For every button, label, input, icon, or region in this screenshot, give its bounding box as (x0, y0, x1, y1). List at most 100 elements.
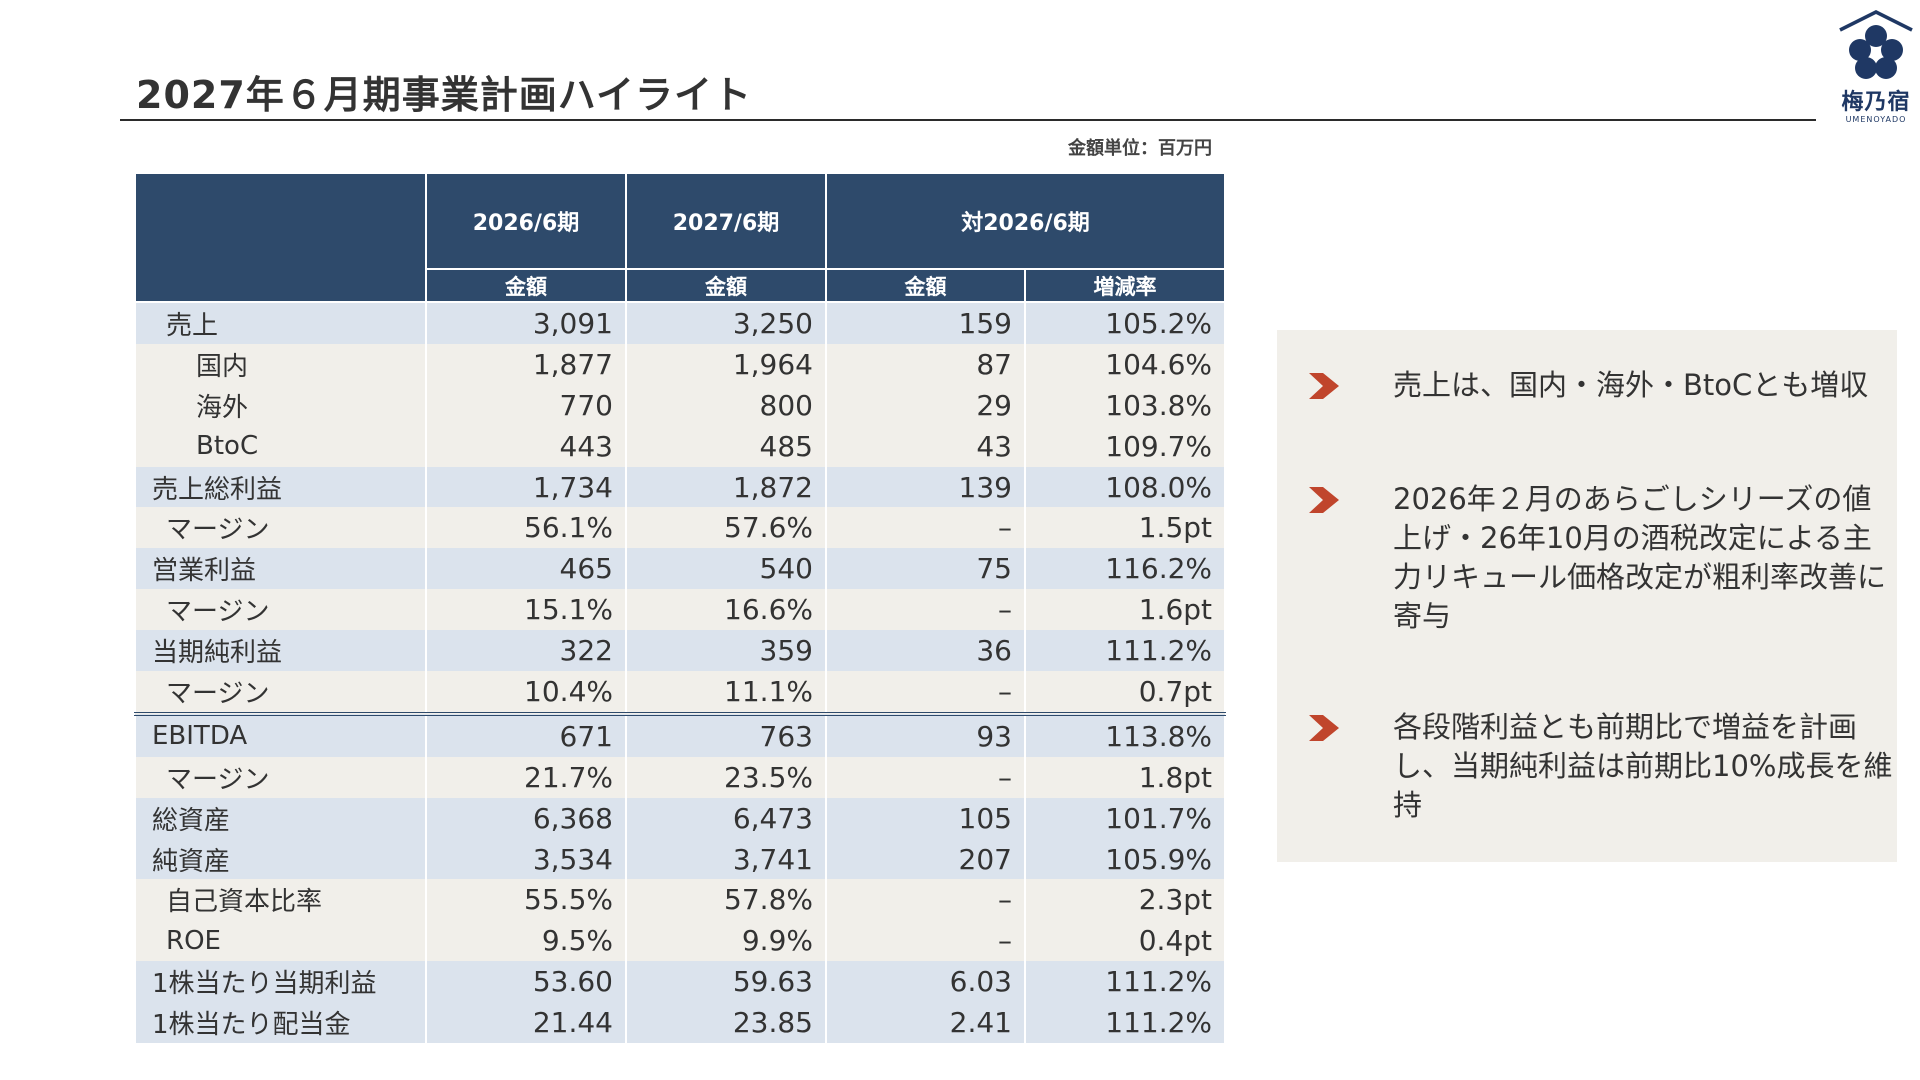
value-rate: 2.3pt (1023, 879, 1227, 921)
subheader-amount-diff: 金額 (825, 268, 1026, 303)
value-rate: 111.2% (1023, 1002, 1227, 1044)
table-row: ROE 9.5% 9.9% – 0.4pt (134, 920, 1227, 962)
row-label: EBITDA (134, 711, 427, 757)
highlight-text: 各段階利益とも前期比で増益を計画し、当期純利益は前期比10%成長を維持 (1393, 710, 1893, 822)
row-label: 総資産 (134, 797, 427, 839)
value-rate: 0.7pt (1023, 671, 1227, 714)
table-row: 海外 770 800 29 103.8% (134, 384, 1227, 426)
value-2027: 23.5% (625, 756, 827, 798)
value-rate: 105.9% (1023, 838, 1227, 880)
value-diff: – (825, 507, 1026, 549)
value-2026: 15.1% (425, 589, 627, 631)
table-row: 総資産 6,368 6,473 105 101.7% (134, 797, 1227, 839)
value-2027: 800 (625, 384, 827, 426)
value-diff: – (825, 879, 1026, 921)
value-2026: 322 (425, 630, 627, 672)
value-2026: 10.4% (425, 671, 627, 714)
value-2027: 11.1% (625, 671, 827, 714)
value-2026: 465 (425, 548, 627, 590)
row-label: 1株当たり配当金 (134, 1002, 427, 1044)
value-2027: 1,964 (625, 343, 827, 385)
table-row: EBITDA 671 763 93 113.8% (134, 711, 1227, 757)
table-row: 売上総利益 1,734 1,872 139 108.0% (134, 466, 1227, 508)
value-2026: 53.60 (425, 961, 627, 1003)
header-vs-fy2026: 対2026/6期 (824, 172, 1227, 270)
value-2027: 359 (625, 630, 827, 672)
highlight-text: 2026年２月のあらごしシリーズの値上げ・26年10月の酒税改定による主力リキュ… (1393, 482, 1887, 633)
value-diff: 29 (825, 384, 1026, 426)
value-rate: 0.4pt (1023, 920, 1227, 962)
value-2026: 56.1% (425, 507, 627, 549)
subheader-amount-2026: 金額 (425, 268, 627, 303)
row-label: 自己資本比率 (134, 879, 427, 921)
value-2027: 1,872 (625, 466, 827, 508)
subheader-change-rate: 増減率 (1023, 268, 1227, 303)
value-rate: 103.8% (1023, 384, 1227, 426)
value-diff: 43 (825, 425, 1026, 467)
logo-subtext: UMENOYADO (1845, 115, 1907, 124)
row-label: BtoC (134, 425, 427, 467)
table-row: 自己資本比率 55.5% 57.8% – 2.3pt (134, 879, 1227, 921)
value-rate: 1.5pt (1023, 507, 1227, 549)
table-row: マージン 10.4% 11.1% – 0.7pt (134, 671, 1227, 714)
value-diff: – (825, 920, 1026, 962)
value-2026: 9.5% (425, 920, 627, 962)
value-2026: 55.5% (425, 879, 627, 921)
value-rate: 111.2% (1023, 630, 1227, 672)
value-2026: 671 (425, 711, 627, 757)
value-2026: 3,091 (425, 302, 627, 344)
value-rate: 104.6% (1023, 343, 1227, 385)
value-2027: 23.85 (625, 1002, 827, 1044)
value-rate: 105.2% (1023, 302, 1227, 344)
financial-plan-table: 2026/6期 2027/6期 対2026/6期 金額 金額 金額 増減率 売上… (134, 172, 1227, 1044)
unit-note: 金額単位：百万円 (1068, 138, 1212, 159)
value-2027: 9.9% (625, 920, 827, 962)
title-divider (120, 119, 1816, 121)
value-2027: 57.6% (625, 507, 827, 549)
value-rate: 111.2% (1023, 961, 1227, 1003)
row-label: 純資産 (134, 838, 427, 880)
value-diff: 139 (825, 466, 1026, 508)
value-2026: 21.7% (425, 756, 627, 798)
row-label: 売上総利益 (134, 466, 427, 508)
value-2027: 6,473 (625, 797, 827, 839)
chevron-right-icon (1309, 715, 1339, 741)
row-label: マージン (134, 507, 427, 549)
chevron-right-icon (1309, 373, 1339, 399)
value-2026: 21.44 (425, 1002, 627, 1044)
logo-wordmark: 梅乃宿 (1841, 89, 1911, 115)
value-2027: 59.63 (625, 961, 827, 1003)
value-diff: – (825, 671, 1026, 714)
table-row: 国内 1,877 1,964 87 104.6% (134, 343, 1227, 385)
row-label: マージン (134, 589, 427, 631)
value-2027: 3,741 (625, 838, 827, 880)
value-2027: 16.6% (625, 589, 827, 631)
chevron-right-icon (1309, 487, 1339, 513)
header-fy2027: 2027/6期 (625, 172, 827, 270)
row-label: 売上 (134, 302, 427, 344)
value-rate: 116.2% (1023, 548, 1227, 590)
value-diff: 75 (825, 548, 1026, 590)
value-2026: 770 (425, 384, 627, 426)
row-label: ROE (134, 920, 427, 962)
table-row: 1株当たり配当金 21.44 23.85 2.41 111.2% (134, 1002, 1227, 1044)
value-diff: 6.03 (825, 961, 1026, 1003)
table-row: マージン 21.7% 23.5% – 1.8pt (134, 756, 1227, 798)
value-2026: 6,368 (425, 797, 627, 839)
value-2026: 1,734 (425, 466, 627, 508)
value-2026: 1,877 (425, 343, 627, 385)
plum-blossom-logo-icon (1839, 10, 1913, 79)
value-2026: 3,534 (425, 838, 627, 880)
table-row: 1株当たり当期利益 53.60 59.63 6.03 111.2% (134, 961, 1227, 1003)
value-2027: 485 (625, 425, 827, 467)
header-fy2026: 2026/6期 (425, 172, 627, 270)
value-rate: 1.6pt (1023, 589, 1227, 631)
row-label: 国内 (134, 343, 427, 385)
value-rate: 109.7% (1023, 425, 1227, 467)
row-label: 営業利益 (134, 548, 427, 590)
value-diff: – (825, 756, 1026, 798)
table-row: BtoC 443 485 43 109.7% (134, 425, 1227, 467)
company-logo: 梅乃宿 UMENOYADO (1834, 6, 1918, 126)
row-label: マージン (134, 671, 427, 714)
value-2027: 540 (625, 548, 827, 590)
